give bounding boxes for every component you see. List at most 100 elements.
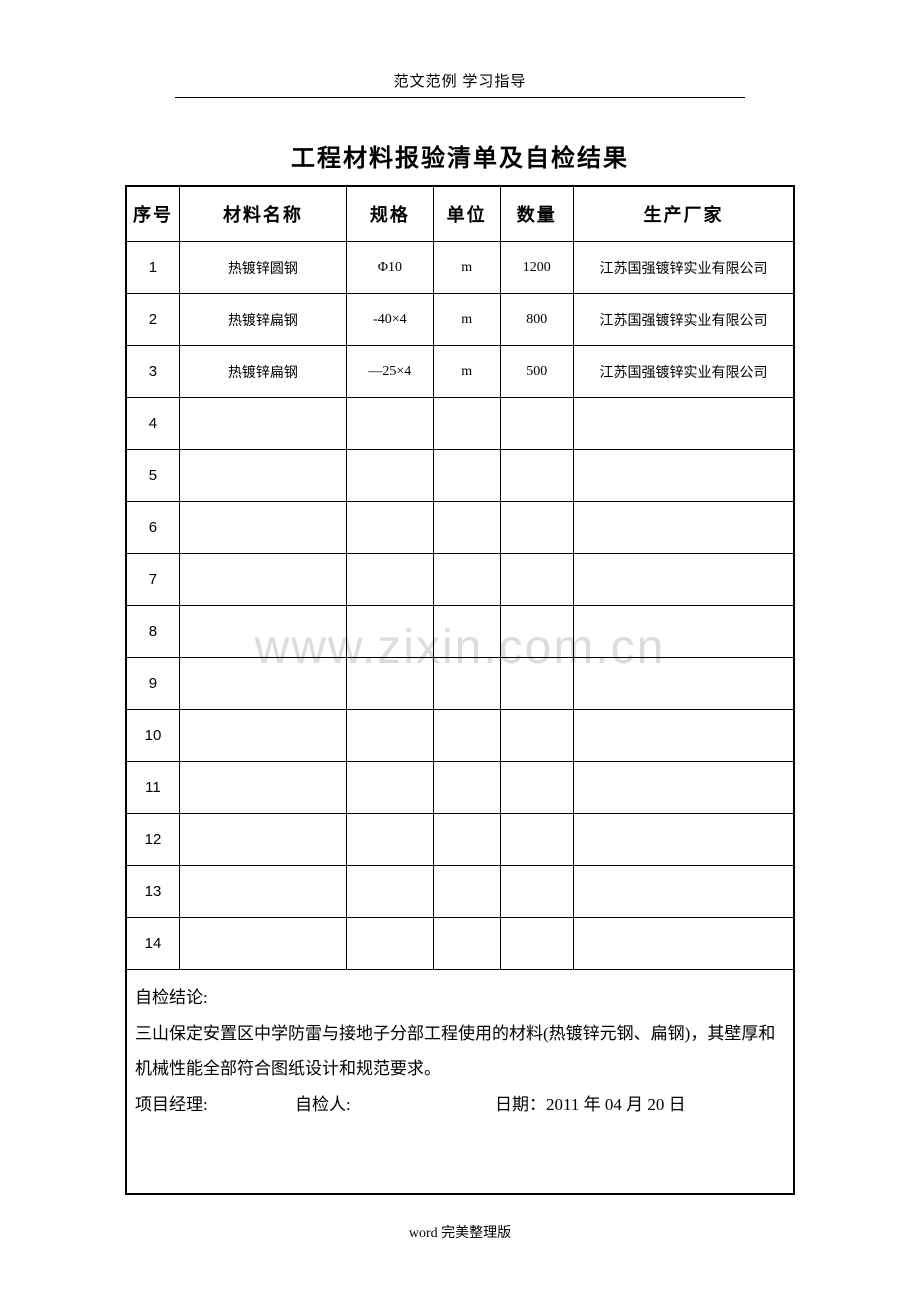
cell-mfr <box>574 502 794 554</box>
cell-mfr <box>574 866 794 918</box>
table-row: 10 <box>126 710 794 762</box>
cell-name <box>179 710 346 762</box>
table-row: 12 <box>126 814 794 866</box>
table-row: 7 <box>126 554 794 606</box>
cell-mfr: 江苏国强镀锌实业有限公司 <box>574 346 794 398</box>
conclusion-cell: 自检结论: 三山保定安置区中学防雷与接地子分部工程使用的材料(热镀锌元钢、扁钢)… <box>126 970 794 1194</box>
cell-unit <box>433 450 500 502</box>
cell-seq: 3 <box>126 346 179 398</box>
cell-unit: m <box>433 294 500 346</box>
cell-qty: 1200 <box>500 242 573 294</box>
cell-spec <box>346 450 433 502</box>
cell-qty <box>500 554 573 606</box>
cell-unit <box>433 866 500 918</box>
cell-seq: 12 <box>126 814 179 866</box>
cell-spec <box>346 866 433 918</box>
cell-unit <box>433 606 500 658</box>
cell-seq: 13 <box>126 866 179 918</box>
cell-mfr <box>574 606 794 658</box>
document-title: 工程材料报验清单及自检结果 <box>125 138 795 173</box>
cell-name <box>179 554 346 606</box>
cell-unit <box>433 762 500 814</box>
col-header-unit: 单位 <box>433 186 500 242</box>
cell-mfr <box>574 450 794 502</box>
cell-name: 热镀锌扁钢 <box>179 294 346 346</box>
table-row: 5 <box>126 450 794 502</box>
date-label: 日期： <box>495 1087 546 1123</box>
cell-mfr <box>574 762 794 814</box>
cell-spec <box>346 658 433 710</box>
col-header-name: 材料名称 <box>179 186 346 242</box>
cell-unit: m <box>433 242 500 294</box>
cell-name: 热镀锌扁钢 <box>179 346 346 398</box>
cell-mfr <box>574 658 794 710</box>
col-header-spec: 规格 <box>346 186 433 242</box>
pm-label: 项目经理: <box>135 1087 295 1123</box>
cell-mfr <box>574 554 794 606</box>
table-row: 6 <box>126 502 794 554</box>
cell-spec: -40×4 <box>346 294 433 346</box>
cell-spec <box>346 762 433 814</box>
table-row: 1热镀锌圆钢Φ10m1200江苏国强镀锌实业有限公司 <box>126 242 794 294</box>
cell-name <box>179 814 346 866</box>
cell-seq: 5 <box>126 450 179 502</box>
cell-mfr <box>574 814 794 866</box>
cell-name <box>179 658 346 710</box>
cell-spec <box>346 710 433 762</box>
cell-unit: m <box>433 346 500 398</box>
cell-qty <box>500 710 573 762</box>
cell-name: 热镀锌圆钢 <box>179 242 346 294</box>
cell-seq: 7 <box>126 554 179 606</box>
cell-unit <box>433 554 500 606</box>
cell-qty <box>500 762 573 814</box>
cell-name <box>179 918 346 970</box>
col-header-qty: 数量 <box>500 186 573 242</box>
cell-unit <box>433 398 500 450</box>
cell-qty <box>500 606 573 658</box>
cell-unit <box>433 658 500 710</box>
conclusion-body: 三山保定安置区中学防雷与接地子分部工程使用的材料(热镀锌元钢、扁钢)，其壁厚和机… <box>135 1016 785 1087</box>
cell-mfr: 江苏国强镀锌实业有限公司 <box>574 294 794 346</box>
cell-name <box>179 450 346 502</box>
cell-seq: 9 <box>126 658 179 710</box>
table-row: 14 <box>126 918 794 970</box>
cell-qty <box>500 502 573 554</box>
cell-qty: 800 <box>500 294 573 346</box>
date-value: 2011 年 04 月 20 日 <box>546 1087 686 1123</box>
cell-qty <box>500 450 573 502</box>
cell-unit <box>433 918 500 970</box>
cell-spec <box>346 814 433 866</box>
cell-qty <box>500 918 573 970</box>
cell-unit <box>433 710 500 762</box>
cell-seq: 6 <box>126 502 179 554</box>
cell-name <box>179 398 346 450</box>
inspector-label: 自检人: <box>295 1087 495 1123</box>
cell-seq: 10 <box>126 710 179 762</box>
cell-seq: 14 <box>126 918 179 970</box>
signature-line: 项目经理: 自检人: 日期：2011 年 04 月 20 日 <box>135 1087 785 1123</box>
cell-seq: 2 <box>126 294 179 346</box>
cell-qty: 500 <box>500 346 573 398</box>
cell-qty <box>500 398 573 450</box>
cell-seq: 11 <box>126 762 179 814</box>
col-header-mfr: 生产厂家 <box>574 186 794 242</box>
cell-spec: —25×4 <box>346 346 433 398</box>
conclusion-row: 自检结论: 三山保定安置区中学防雷与接地子分部工程使用的材料(热镀锌元钢、扁钢)… <box>126 970 794 1194</box>
cell-spec <box>346 398 433 450</box>
cell-qty <box>500 866 573 918</box>
cell-name <box>179 762 346 814</box>
conclusion-label: 自检结论: <box>135 980 785 1016</box>
header-divider <box>175 97 745 98</box>
cell-mfr <box>574 398 794 450</box>
col-header-seq: 序号 <box>126 186 179 242</box>
cell-qty <box>500 658 573 710</box>
cell-mfr <box>574 710 794 762</box>
cell-mfr <box>574 918 794 970</box>
cell-qty <box>500 814 573 866</box>
cell-name <box>179 866 346 918</box>
table-header-row: 序号 材料名称 规格 单位 数量 生产厂家 <box>126 186 794 242</box>
cell-name <box>179 502 346 554</box>
cell-unit <box>433 814 500 866</box>
table-row: 9 <box>126 658 794 710</box>
material-table: 序号 材料名称 规格 单位 数量 生产厂家 1热镀锌圆钢Φ10m1200江苏国强… <box>125 185 795 1195</box>
